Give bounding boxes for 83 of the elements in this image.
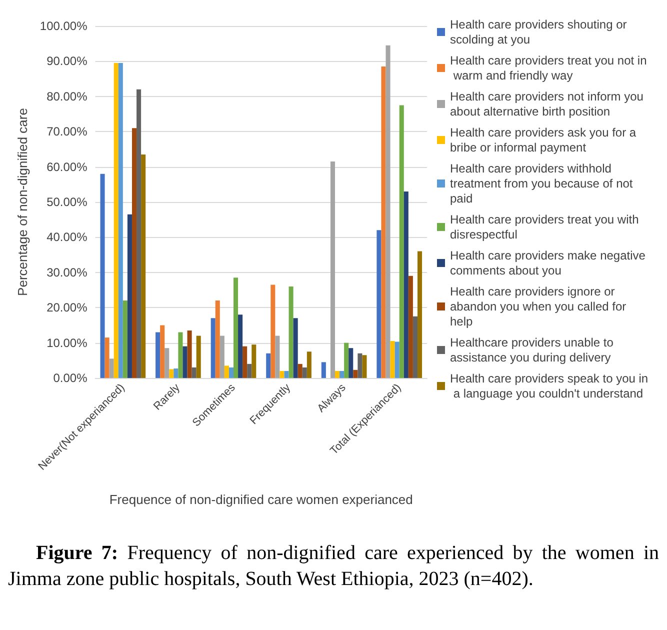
bar <box>228 367 234 378</box>
bar <box>178 332 183 378</box>
y-tick-label: 30.00% <box>46 265 88 280</box>
bar <box>182 346 188 378</box>
bar <box>321 362 326 378</box>
bar <box>330 162 335 378</box>
bar <box>109 358 114 378</box>
legend-label: Health care providers shouting or scolding at you <box>450 18 630 46</box>
bar <box>160 325 165 378</box>
bar <box>169 369 174 378</box>
bar <box>136 89 142 378</box>
bar <box>122 300 128 378</box>
bar <box>408 276 413 378</box>
bar <box>284 370 289 378</box>
bar <box>220 336 224 378</box>
bar <box>386 45 390 378</box>
bar <box>114 62 118 378</box>
bar <box>404 191 408 378</box>
bar <box>127 214 132 378</box>
bar <box>210 318 216 378</box>
bar <box>358 353 362 378</box>
bar <box>141 154 146 378</box>
bar <box>215 300 220 378</box>
bar <box>344 342 349 378</box>
bar <box>306 352 312 378</box>
y-axis-title: Percentage of non-dignified care <box>15 108 30 296</box>
legend-label: Health care providers ignore or abandon you when you called for help <box>450 284 630 328</box>
y-tick-label: 70.00% <box>46 124 88 139</box>
bar <box>288 286 294 378</box>
bar <box>174 368 178 378</box>
bar <box>275 336 280 378</box>
legend-label: Health care providers not inform you about alternative birth position <box>450 90 647 118</box>
y-tick-label: 60.00% <box>46 160 88 174</box>
bar <box>381 66 386 378</box>
bar <box>298 364 302 378</box>
bar <box>266 353 271 378</box>
bar <box>187 330 192 378</box>
bar <box>280 370 284 378</box>
bar <box>132 128 137 378</box>
bar <box>348 348 354 378</box>
bar <box>164 348 170 378</box>
bar <box>192 367 196 378</box>
bar <box>376 230 382 378</box>
bar <box>247 364 252 378</box>
legend-label: Health care providers treat you with disrespectful <box>450 212 642 242</box>
legend-label: Healthcare providers unable to assistance you during delivery <box>450 336 617 364</box>
legend-label: Health care providers ask you for a bribe or informal payment <box>450 126 640 154</box>
bar <box>224 366 229 378</box>
bar <box>270 284 276 378</box>
y-tick-label: 20.00% <box>46 300 88 315</box>
bar <box>242 346 248 378</box>
y-tick-label: 40.00% <box>46 230 88 244</box>
x-axis-title: Frequence of non-dignified care women experianced <box>109 492 413 507</box>
bar <box>340 370 344 378</box>
bar <box>362 355 367 378</box>
bar <box>399 105 404 378</box>
bar <box>412 316 418 378</box>
bar <box>104 338 110 378</box>
bar <box>353 370 358 378</box>
bar <box>417 251 422 378</box>
bar <box>390 341 395 378</box>
bar <box>394 342 400 378</box>
y-tick-label: 10.00% <box>46 336 88 350</box>
bar <box>100 174 105 378</box>
bar <box>233 278 238 378</box>
y-tick-label: 0.00% <box>53 371 88 385</box>
bar <box>238 314 243 378</box>
bar <box>118 62 123 378</box>
y-tick-label: 90.00% <box>46 54 88 68</box>
legend-label: Health care providers treat you not in warm and friendly way <box>450 54 647 82</box>
bar <box>156 332 160 378</box>
bar <box>196 336 201 378</box>
bar <box>252 344 256 378</box>
caption: Figure 7: Frequency of non-dignified care experienced by the women in Jimma zone public hospitals, South West Ethiopia, 2023 (n=402). <box>8 541 660 592</box>
y-tick-label: 50.00% <box>46 195 88 209</box>
y-tick-label: 100.00% <box>40 19 88 33</box>
bar <box>335 370 340 378</box>
legend-label: Health care providers withhold treatment from you because of not paid <box>450 162 636 206</box>
legend-label: Health care providers speak to you in a language you couldn't understand <box>450 372 648 400</box>
bar <box>293 318 298 378</box>
legend-label: Health care providers make negative comments about you <box>450 248 649 278</box>
bar <box>302 367 307 378</box>
y-tick-label: 80.00% <box>46 89 88 104</box>
